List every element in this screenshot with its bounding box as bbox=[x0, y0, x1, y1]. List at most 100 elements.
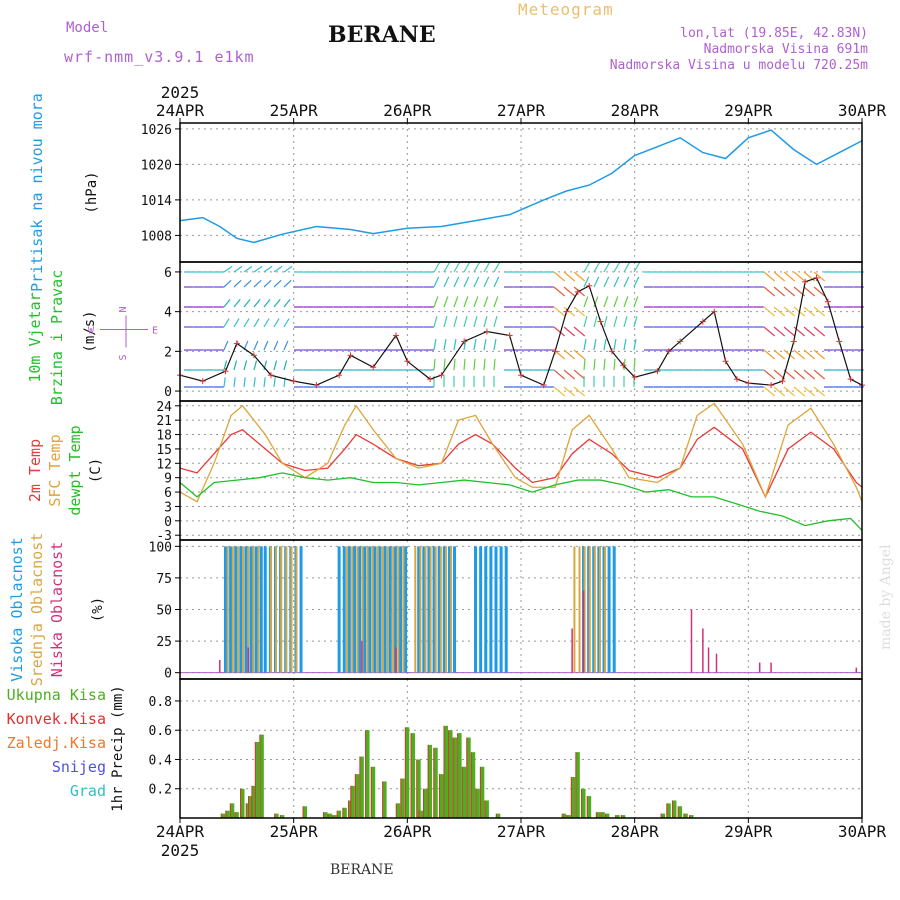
precip-bar bbox=[443, 725, 448, 818]
x-tick-label-bottom: 29APR bbox=[724, 822, 773, 841]
precip-bar bbox=[575, 752, 580, 818]
precip-bar bbox=[678, 806, 683, 818]
wind-arrow bbox=[453, 262, 461, 273]
y-tick-label: 6 bbox=[164, 266, 172, 281]
wind-arrow bbox=[463, 358, 466, 371]
precip-bar bbox=[433, 747, 438, 818]
precip-bar bbox=[251, 785, 256, 818]
y-tick-label: 6 bbox=[164, 486, 172, 501]
wind-arrow bbox=[223, 360, 228, 371]
wind-arrow bbox=[613, 296, 619, 308]
y-tick-label: 24 bbox=[156, 400, 172, 415]
wind-arrow bbox=[773, 349, 786, 360]
wind-arrow bbox=[773, 306, 786, 317]
wind-arrow bbox=[623, 262, 631, 273]
wind-vectors bbox=[184, 262, 864, 397]
compass-s: S bbox=[118, 354, 129, 360]
y-tick-label: 21 bbox=[156, 414, 172, 429]
wind-arrow bbox=[463, 296, 469, 308]
precip-bar bbox=[411, 733, 416, 818]
temp-ylabel-2m: 2m Temp bbox=[26, 439, 44, 502]
model-altitude-text: Nadmorska Visina u modelu 720.25m bbox=[609, 58, 868, 73]
precip-bar bbox=[274, 813, 279, 818]
precip-bar bbox=[615, 815, 620, 818]
wind-arrow bbox=[223, 299, 231, 308]
x-tick-label-bottom: 28APR bbox=[611, 822, 660, 841]
y-tick-label: 50 bbox=[156, 604, 172, 619]
wind-arrow bbox=[553, 286, 566, 297]
wind-arrow bbox=[583, 358, 586, 371]
temp-unit: (C) bbox=[88, 458, 104, 483]
wind-arrow bbox=[473, 276, 480, 288]
wind-arrow bbox=[633, 338, 637, 351]
x-tick-label-bottom: 30APR bbox=[838, 822, 887, 841]
x-tick-label-top: 27APR bbox=[497, 101, 546, 120]
wind-arrow bbox=[773, 326, 786, 337]
wind-unit: (m/s) bbox=[82, 310, 98, 352]
wind-arrow bbox=[223, 265, 233, 273]
y-tick-label: 18 bbox=[156, 429, 172, 444]
wind-arrow bbox=[573, 369, 586, 380]
wind-arrow bbox=[583, 296, 589, 308]
y-tick-label: 0.8 bbox=[149, 695, 172, 710]
compass-e: E bbox=[152, 326, 158, 337]
wind-arrow bbox=[603, 338, 607, 351]
wind-arrow bbox=[813, 271, 826, 282]
wind-arrow bbox=[623, 276, 630, 288]
wind-arrow bbox=[803, 386, 816, 397]
wind-arrow bbox=[433, 358, 436, 371]
wind-arrow bbox=[473, 262, 481, 273]
legend-ukupna-kisa: Ukupna Kisa bbox=[7, 686, 106, 704]
wind-arrow bbox=[603, 316, 608, 328]
wind-arrow bbox=[243, 265, 253, 273]
precip-bar bbox=[423, 788, 428, 818]
precip-bar bbox=[587, 796, 592, 818]
wind-arrow bbox=[793, 271, 806, 282]
y-tick-label: 2 bbox=[164, 345, 172, 360]
wind-arrow bbox=[633, 262, 641, 273]
wind-arrow bbox=[253, 360, 258, 371]
wind-arrow bbox=[233, 360, 238, 371]
precip-bar bbox=[428, 744, 433, 818]
wind-arrow bbox=[623, 358, 626, 371]
cloud-ylabel-high: Visoka Oblacnost bbox=[8, 537, 26, 682]
wind-arrow bbox=[463, 262, 471, 273]
wind-arrow bbox=[563, 326, 576, 337]
wind-arrow bbox=[623, 296, 629, 308]
wind-arrow bbox=[793, 369, 806, 380]
wind-ylabel-1: 10m Vjetar bbox=[26, 292, 44, 382]
wind-arrow bbox=[793, 349, 806, 360]
wind-arrow bbox=[283, 340, 289, 351]
legend-snijeg: Snijeg bbox=[52, 758, 106, 776]
wind-arrow bbox=[773, 386, 786, 397]
wind-arrow bbox=[613, 358, 616, 371]
x-tick-label-top: 29APR bbox=[724, 101, 773, 120]
wind-arrow bbox=[433, 338, 437, 351]
wind-arrow bbox=[763, 386, 776, 397]
wind-arrow bbox=[813, 306, 826, 317]
wind-arrow bbox=[283, 360, 288, 371]
wind-arrow bbox=[263, 377, 266, 388]
wind-arrow bbox=[483, 296, 489, 308]
y-tick-label: 75 bbox=[156, 572, 172, 587]
wind-arrow bbox=[573, 386, 586, 397]
legend-zaledj-kisa: Zaledj.Kisa bbox=[7, 734, 106, 752]
precip-bar bbox=[255, 741, 260, 818]
x-tick-label-bottom: 24APR bbox=[156, 822, 205, 841]
wind-arrow bbox=[483, 338, 487, 351]
wind-arrow bbox=[813, 386, 826, 397]
pressure-line bbox=[179, 129, 863, 244]
panel-frame bbox=[179, 678, 863, 819]
wind-arrow bbox=[553, 386, 566, 397]
temp2m-line bbox=[179, 426, 863, 499]
wind-arrow bbox=[493, 262, 501, 273]
sfc-temp-line bbox=[179, 402, 863, 503]
y-tick-label: 0 bbox=[164, 385, 172, 400]
wind-arrow bbox=[243, 318, 250, 328]
wind-arrow bbox=[253, 377, 256, 388]
wind-arrow bbox=[593, 262, 601, 273]
y-tick-label: 15 bbox=[156, 443, 172, 458]
precip-bar bbox=[342, 807, 347, 818]
wind-arrow bbox=[803, 306, 816, 317]
wind-arrow bbox=[813, 349, 826, 360]
